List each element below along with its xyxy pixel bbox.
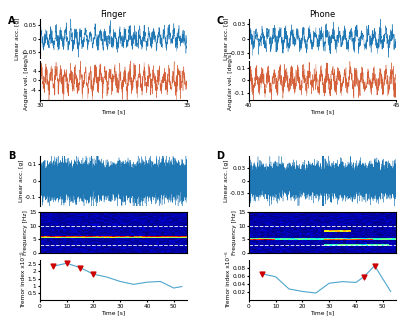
Point [259,271,266,276]
X-axis label: Time [s]: Time [s] [310,109,334,115]
Point [372,263,378,268]
Y-axis label: Angular vel. [deg/s]: Angular vel. [deg/s] [228,51,233,109]
X-axis label: Time [s]: Time [s] [102,109,126,115]
Title: Finger: Finger [100,10,127,19]
Y-axis label: Linear acc. [g]: Linear acc. [g] [224,160,229,202]
X-axis label: Time [s]: Time [s] [310,310,334,315]
Y-axis label: Linear acc. [g]: Linear acc. [g] [15,17,20,60]
Point [64,261,70,266]
Text: D: D [216,151,224,161]
Point [77,265,83,270]
Point [90,272,97,277]
Y-axis label: Linear acc. [g]: Linear acc. [g] [19,160,24,202]
Y-axis label: Frequency [Hz]: Frequency [Hz] [23,210,28,255]
Text: B: B [8,151,15,161]
Point [50,264,56,269]
Text: A: A [8,16,15,26]
Title: Phone: Phone [309,10,336,19]
Y-axis label: Tremor index x10⁻⁶: Tremor index x10⁻⁶ [226,252,231,308]
Text: C: C [216,16,224,26]
Y-axis label: Tremor index x10⁻⁶: Tremor index x10⁻⁶ [21,252,26,308]
X-axis label: Time [s]: Time [s] [102,310,126,315]
Y-axis label: Frequency [Hz]: Frequency [Hz] [232,210,237,255]
Y-axis label: Linear acc. [g]: Linear acc. [g] [224,17,229,60]
Point [361,274,367,279]
Y-axis label: Angular vel. [deg/s]: Angular vel. [deg/s] [24,51,29,109]
